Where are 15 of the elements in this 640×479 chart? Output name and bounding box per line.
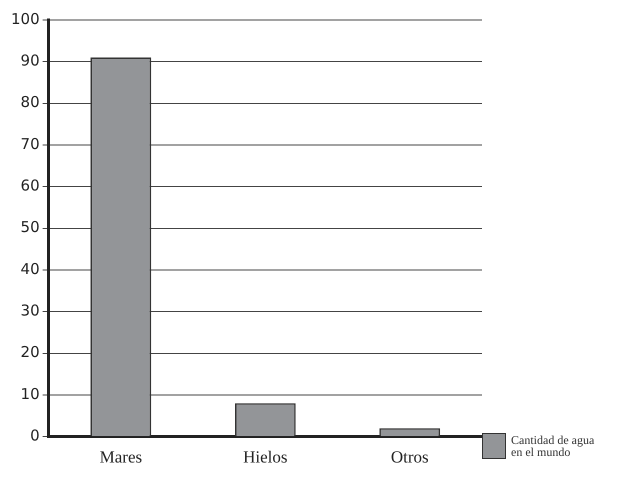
legend-label: Cantidad de agua en el mundo	[511, 433, 596, 459]
y-tick-label: 50	[20, 218, 40, 236]
x-tick-label: Hielos	[243, 447, 288, 466]
y-tick-label: 100	[10, 10, 40, 28]
x-tick-label: Mares	[100, 447, 142, 466]
y-tick-label: 20	[20, 343, 40, 362]
x-tick-label: Otros	[390, 447, 429, 466]
y-tick-label: 10	[20, 384, 40, 403]
y-tick-label: 80	[20, 93, 40, 112]
y-tick-label: 30	[20, 302, 40, 320]
y-tick-label: 70	[20, 134, 40, 153]
y-tick-label: 40	[20, 260, 40, 278]
y-tick-label: 60	[20, 176, 40, 195]
y-tick-label: 0	[30, 426, 40, 444]
y-tick-label: 90	[20, 52, 40, 70]
